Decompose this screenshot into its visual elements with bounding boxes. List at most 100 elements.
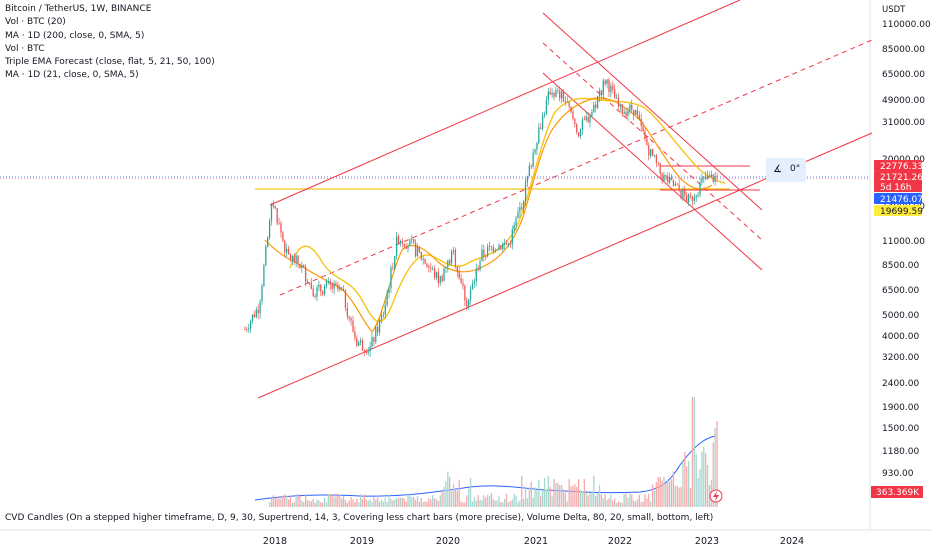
candle-body <box>276 208 278 224</box>
legend-item-ma-200[interactable]: MA · 1D (200, close, 0, SMA, 5) <box>5 30 145 41</box>
volume-bar <box>363 494 366 507</box>
candle-body <box>697 194 699 196</box>
volume-bar <box>297 494 299 507</box>
volume-bar <box>629 493 631 507</box>
volume-bar <box>589 493 591 507</box>
legend-item-vol-btc-20[interactable]: Vol · BTC (20) <box>5 17 66 28</box>
volume-bar <box>293 502 295 507</box>
candle-body <box>585 116 587 120</box>
volume-bar <box>570 486 572 507</box>
price-badge-text: 21476.07 <box>880 195 923 205</box>
volume-bar <box>447 471 449 507</box>
candle-body <box>602 80 604 95</box>
candle-body <box>469 289 472 300</box>
price-badge <box>874 171 922 182</box>
volume-bar <box>614 498 616 507</box>
volume-bar <box>386 502 388 507</box>
candle-body <box>314 296 316 298</box>
candle-body <box>524 182 527 202</box>
volume-bar <box>270 498 273 507</box>
volume-bar <box>327 493 330 507</box>
candle-body <box>344 290 347 308</box>
volume-bar <box>456 490 458 507</box>
volume-bar <box>564 492 567 507</box>
candle-body <box>551 92 553 95</box>
price-tick-label: 11000.00 <box>882 237 925 247</box>
price-badge-text: 19699.59 <box>880 207 923 217</box>
candle-body <box>670 176 673 180</box>
price-tick-label: 110000.00 <box>882 20 931 30</box>
volume-bar <box>320 502 322 507</box>
candle-body <box>528 165 530 177</box>
volume-bar <box>441 491 443 507</box>
volume-bar <box>636 499 639 507</box>
candle-body <box>287 248 290 255</box>
volume-bar <box>380 499 383 507</box>
volume-bar <box>557 482 559 507</box>
candle-body <box>464 285 466 301</box>
candle-body <box>644 131 646 139</box>
price-tick-label: 3200.00 <box>882 353 919 363</box>
candle-body <box>655 155 658 163</box>
volume-bar <box>648 493 650 507</box>
candle-body <box>699 182 701 195</box>
time-tick-label: 2023 <box>695 536 719 547</box>
candle-body <box>329 281 331 285</box>
candle-body <box>447 260 449 267</box>
candle-body <box>270 203 273 221</box>
candle-body <box>263 265 265 287</box>
flash-icon[interactable] <box>709 489 723 503</box>
volume-bar <box>289 496 292 507</box>
volume-bar <box>373 497 375 507</box>
candle-body <box>595 104 597 108</box>
candle-body <box>291 255 293 260</box>
candle-body <box>297 255 299 264</box>
volume-bar <box>572 485 574 507</box>
legend-item-triple-ema[interactable]: Triple EMA Forecast (close, flat, 5, 21,… <box>5 57 215 68</box>
candle-body <box>339 287 341 290</box>
volume-bar <box>500 502 502 507</box>
candle-body <box>517 212 519 219</box>
candle-body <box>663 175 665 182</box>
symbol-title[interactable]: Bitcoin / TetherUS, 1W, BINANCE <box>5 4 152 14</box>
volume-bar <box>395 497 398 507</box>
candle-body <box>507 244 510 245</box>
angle-tool-label[interactable]: ∡ 0° <box>766 158 806 182</box>
volume-bar <box>593 475 595 507</box>
candle-body <box>441 276 443 282</box>
legend-item-ma-21[interactable]: MA · 1D (21, close, 0, SMA, 5) <box>5 70 139 81</box>
candle-body <box>458 271 460 279</box>
volume-bar <box>308 500 311 507</box>
angle-icon: ∡ <box>773 164 782 175</box>
volume-bar <box>524 486 527 507</box>
candle-body <box>667 176 669 183</box>
time-tick-label: 2024 <box>780 536 804 547</box>
candle-body <box>471 283 474 290</box>
volume-bar <box>371 502 373 507</box>
candle-body <box>559 90 561 99</box>
volume-bar <box>509 501 512 507</box>
legend-item-vol-btc[interactable]: Vol · BTC <box>5 43 45 54</box>
volume-bar <box>684 451 686 507</box>
candle-body <box>693 197 695 201</box>
candle-body <box>577 132 580 137</box>
cvd-candles-legend[interactable]: CVD Candles (On a stepped higher timefra… <box>5 513 714 523</box>
candle-body <box>708 175 711 178</box>
volume-bar <box>672 471 675 507</box>
candle-body <box>661 173 663 182</box>
volume-tick-label: 930.00 <box>882 469 914 479</box>
volume-bar <box>322 502 324 507</box>
volume-bar <box>471 501 474 507</box>
candle-body <box>359 340 362 343</box>
candle-body <box>430 267 432 269</box>
candle-body <box>280 223 282 233</box>
volume-bar <box>513 493 515 507</box>
volume-bar <box>515 495 517 507</box>
candle-body <box>593 104 595 113</box>
candle-body <box>509 244 512 245</box>
volume-bar <box>595 496 597 507</box>
volume-bar <box>344 499 347 507</box>
volume-bar <box>354 502 356 507</box>
volume-bar <box>504 498 506 507</box>
